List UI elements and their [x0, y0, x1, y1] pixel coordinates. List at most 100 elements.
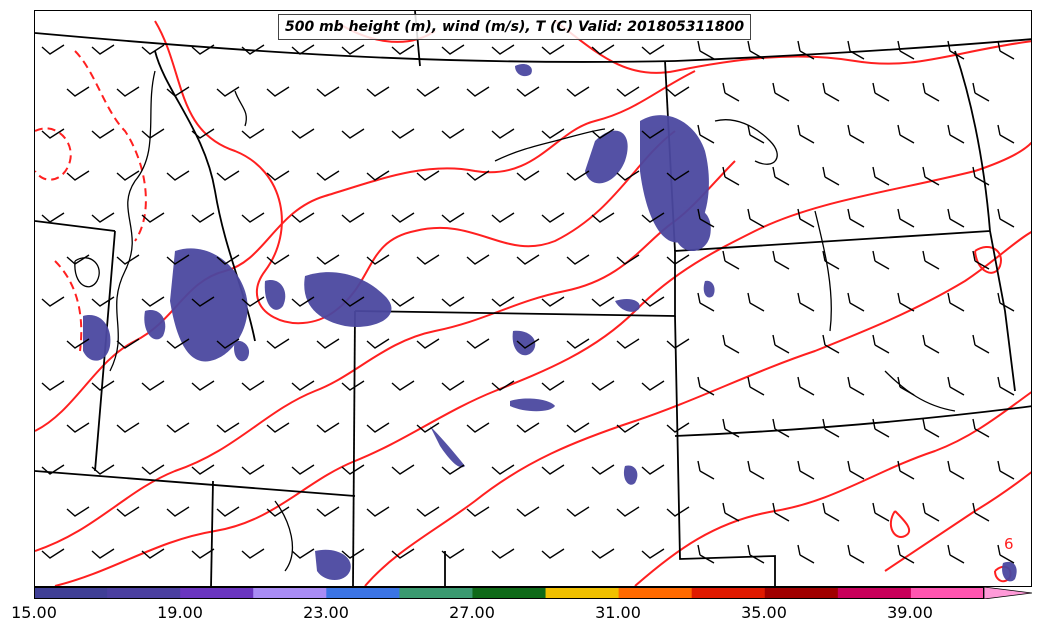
wind-barb [266, 86, 290, 97]
wind-barb [797, 292, 815, 312]
wind-barb [191, 548, 215, 559]
colorbar-segment [472, 587, 547, 599]
wind-barb [772, 250, 790, 270]
wind-barb [416, 422, 440, 433]
wind-barb [697, 40, 715, 60]
wind-barb [291, 380, 315, 391]
wind-barb [166, 422, 190, 433]
wind-barb [41, 44, 65, 55]
wind-barb [241, 464, 265, 475]
colorbar-segment [399, 587, 473, 599]
wind-barb [666, 170, 690, 181]
wind-barb [722, 418, 740, 438]
wind-barb [997, 124, 1015, 144]
wind-barb [466, 422, 490, 433]
wind-barb [41, 380, 65, 391]
wind-barb [516, 338, 540, 349]
wind-barb [216, 338, 240, 349]
wind-barb [41, 464, 65, 475]
wind-barb [997, 40, 1015, 60]
wind-barb [41, 128, 65, 139]
wind-barb [747, 292, 765, 312]
colorbar-label: 19.00 [157, 603, 203, 622]
wind-barb [316, 506, 340, 517]
wind-barb [291, 128, 315, 139]
wind-barb [241, 548, 265, 559]
wind-barb [266, 170, 290, 181]
wind-barb [41, 296, 65, 307]
wind-barb [947, 124, 965, 144]
wind-barb [872, 250, 890, 270]
wind-barb [591, 380, 615, 391]
wind-barb [341, 44, 365, 55]
wind-barb [341, 464, 365, 475]
wind-barb [491, 44, 515, 55]
wind-barb [466, 170, 490, 181]
wind-barb [616, 338, 640, 349]
wind-barbs [41, 40, 1015, 564]
wind-barb [897, 460, 915, 480]
wind-barb [922, 82, 940, 102]
wind-barb [66, 170, 90, 181]
wind-barb [441, 44, 465, 55]
wind-barb [947, 40, 965, 60]
wind-barb [897, 40, 915, 60]
wind-barb [416, 170, 440, 181]
wind-barb [91, 128, 115, 139]
wind-barb [166, 170, 190, 181]
wind-barb [66, 86, 90, 97]
wind-barb [141, 296, 165, 307]
wind-barb [391, 296, 415, 307]
wind-barb [116, 254, 140, 265]
wind-barb [166, 254, 190, 265]
wind-barb [616, 170, 640, 181]
colorbar-label: 27.00 [449, 603, 495, 622]
wind-barb [616, 422, 640, 433]
wind-barb [972, 502, 990, 522]
wind-barb [797, 40, 815, 60]
wind-barb [566, 506, 590, 517]
wind-barb [91, 548, 115, 559]
wind-barb [216, 254, 240, 265]
wind-barb [516, 506, 540, 517]
wind-barb [516, 422, 540, 433]
wind-barb [366, 506, 390, 517]
wind-barb [591, 548, 615, 559]
colorbar-label: 35.00 [741, 603, 787, 622]
wind-barb [291, 212, 315, 223]
wind-barb [591, 212, 615, 223]
wind-barb [466, 338, 490, 349]
wind-barb [141, 44, 165, 55]
wind-barb [697, 460, 715, 480]
wind-barb [316, 170, 340, 181]
wind-barb [541, 380, 565, 391]
wind-barb [141, 464, 165, 475]
wind-barb [516, 254, 540, 265]
wind-barb [66, 422, 90, 433]
wind-barb [116, 170, 140, 181]
wind-barb [822, 502, 840, 522]
wind-barb [872, 166, 890, 186]
wind-barb [541, 128, 565, 139]
wind-barb [191, 464, 215, 475]
wind-barb [141, 548, 165, 559]
wind-barb [91, 380, 115, 391]
colorbar-label: 15.00 [11, 603, 57, 622]
wind-barb [997, 544, 1015, 564]
wind-barb [847, 376, 865, 396]
wind-barb [191, 128, 215, 139]
wind-barb [141, 128, 165, 139]
wind-barb [641, 44, 665, 55]
wind-barb [616, 254, 640, 265]
wind-barb [91, 464, 115, 475]
wind-barb [641, 128, 665, 139]
wind-barb [416, 506, 440, 517]
wind-barb [241, 212, 265, 223]
wind-barb [441, 296, 465, 307]
wind-barb [366, 170, 390, 181]
wind-barb [847, 40, 865, 60]
wind-barb [541, 296, 565, 307]
wind-barb [566, 422, 590, 433]
wind-barb [847, 124, 865, 144]
wind-barb [41, 212, 65, 223]
